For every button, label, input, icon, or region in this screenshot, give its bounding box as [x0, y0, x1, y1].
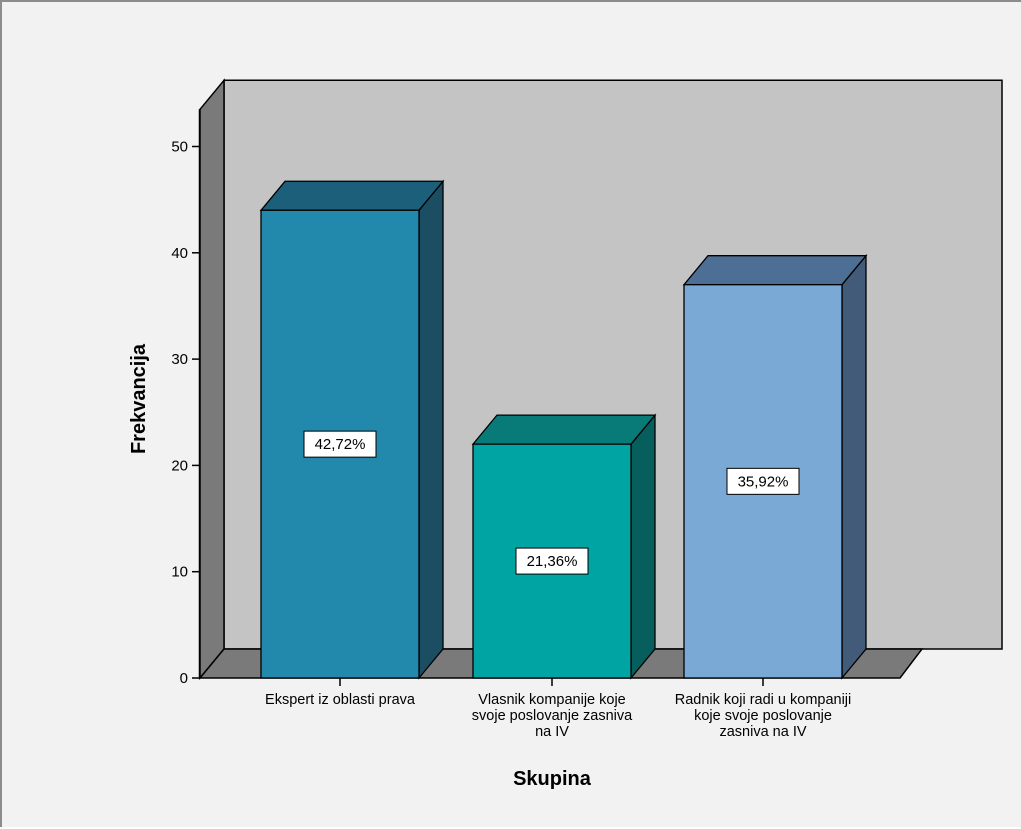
- x-axis: Ekspert iz oblasti prava Vlasnik kompanij…: [265, 678, 851, 740]
- data-label-box: [515, 547, 589, 575]
- y-tick-label: 50: [171, 139, 188, 156]
- bar-side: [418, 179, 444, 680]
- x-tick-label: Ekspert iz oblasti prava: [265, 692, 416, 708]
- x-tick-label-line: Ekspert iz oblasti prava: [265, 692, 416, 708]
- bar-top: [471, 414, 657, 445]
- x-tick-label-line: koje svoje poslovanje: [694, 708, 832, 724]
- x-tick-label: Radnik koji radi u kompaniji koje svoje p…: [675, 692, 852, 740]
- bar-top: [682, 255, 868, 286]
- data-label-box: [726, 467, 800, 495]
- y-tick-label: 30: [171, 351, 188, 368]
- bar-side: [630, 413, 656, 680]
- x-tick-label-line: Vlasnik kompanije koje: [478, 692, 626, 708]
- y-tick-label: 0: [180, 670, 188, 687]
- bar-top: [259, 180, 445, 211]
- bar-side: [841, 253, 867, 680]
- data-label: 35,92%: [738, 473, 789, 490]
- x-tick-label-line: Radnik koji radi u kompaniji: [675, 692, 852, 708]
- y-tick-label: 10: [171, 564, 188, 581]
- y-axis: 0 10 20 30 40 50: [171, 109, 201, 687]
- x-tick-label-line: svoje poslovanje zasniva: [472, 708, 633, 724]
- side-wall: [199, 78, 225, 681]
- data-label-box: [303, 430, 377, 458]
- data-label: 42,72%: [315, 436, 366, 453]
- data-label: 21,36%: [527, 553, 578, 570]
- y-tick-label: 20: [171, 457, 188, 474]
- x-axis-title: Skupina: [513, 768, 592, 790]
- x-tick-label: Vlasnik kompanije koje svoje poslovanje z…: [472, 692, 633, 740]
- y-axis-title: Frekvancija: [128, 343, 150, 454]
- x-tick-label-line: zasniva na IV: [719, 724, 806, 740]
- y-tick-label: 40: [171, 245, 188, 262]
- x-tick-label-line: na IV: [535, 724, 569, 740]
- data-labels: 42,72% 21,36% 35,92%: [303, 430, 800, 575]
